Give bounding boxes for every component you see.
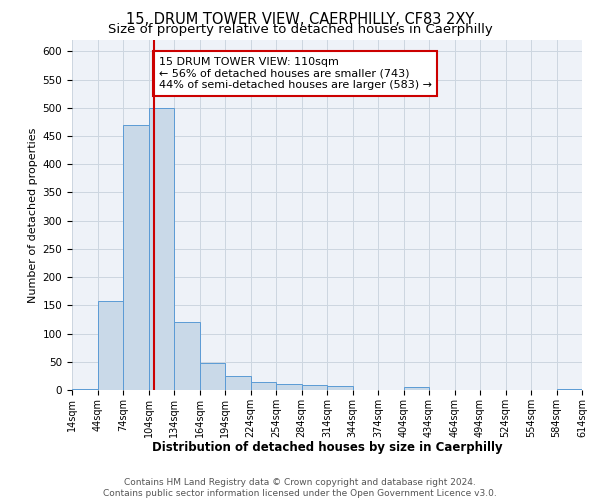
- Bar: [251, 382, 276, 390]
- Bar: [123, 124, 149, 390]
- Bar: [174, 322, 199, 390]
- X-axis label: Distribution of detached houses by size in Caerphilly: Distribution of detached houses by size …: [152, 441, 502, 454]
- Text: Size of property relative to detached houses in Caerphilly: Size of property relative to detached ho…: [107, 22, 493, 36]
- Bar: [276, 384, 302, 390]
- Bar: [225, 376, 251, 390]
- Bar: [327, 386, 353, 390]
- Bar: [404, 387, 429, 390]
- Bar: [72, 389, 97, 390]
- Bar: [199, 364, 225, 390]
- Y-axis label: Number of detached properties: Number of detached properties: [28, 128, 38, 302]
- Text: 15 DRUM TOWER VIEW: 110sqm
← 56% of detached houses are smaller (743)
44% of sem: 15 DRUM TOWER VIEW: 110sqm ← 56% of deta…: [159, 57, 432, 90]
- Bar: [557, 389, 582, 390]
- Text: 15, DRUM TOWER VIEW, CAERPHILLY, CF83 2XY: 15, DRUM TOWER VIEW, CAERPHILLY, CF83 2X…: [126, 12, 474, 28]
- Bar: [302, 386, 327, 390]
- Bar: [97, 301, 123, 390]
- Bar: [149, 108, 174, 390]
- Text: Contains HM Land Registry data © Crown copyright and database right 2024.
Contai: Contains HM Land Registry data © Crown c…: [103, 478, 497, 498]
